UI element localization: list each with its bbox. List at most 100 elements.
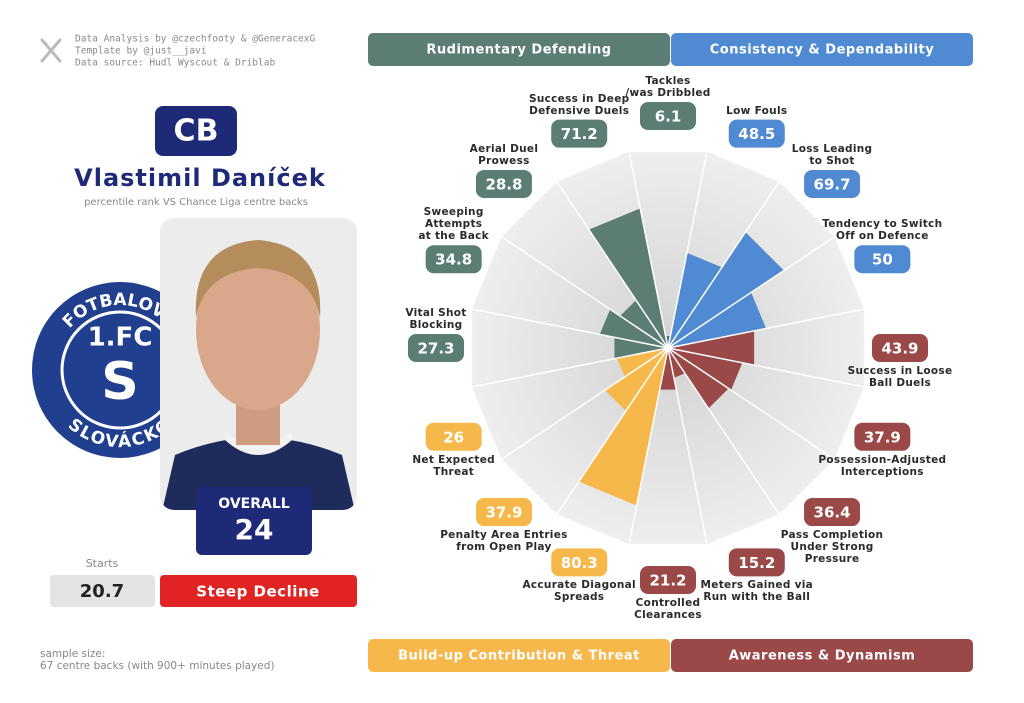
spoke [499, 235, 669, 349]
bar [668, 292, 767, 348]
spoke [667, 235, 837, 349]
credit: Data source: Hudl Wyscout & Driblab [75, 58, 275, 69]
spoke [667, 179, 781, 349]
value-label: 28.8 [485, 175, 522, 193]
metric-label: Low Fouls [726, 104, 788, 117]
bar [668, 348, 729, 409]
value-badge [854, 422, 911, 451]
metric-label: Aerial Duel Prowess [469, 142, 539, 167]
value-badge [728, 119, 785, 148]
metric-label: Net Expected Threat [412, 453, 495, 478]
bar [599, 309, 668, 348]
group-header [671, 33, 973, 66]
spoke [667, 347, 867, 389]
spoke [667, 347, 709, 547]
metric-label: Tackles /was Dribbled [625, 74, 711, 99]
metric-label: Penalty Area Entries from Open Play [440, 529, 568, 554]
group-header-label: Awareness & Dynamism [729, 649, 916, 664]
value-label: 37.9 [864, 428, 901, 446]
club-crest: FOTBALOVÝ SLOVÁCKO 1.FC S [32, 282, 208, 458]
bar [668, 348, 743, 391]
bar [604, 348, 668, 412]
value-label: 37.9 [485, 504, 522, 522]
subtitle: percentile rank VS Chance Liga centre ba… [84, 197, 308, 208]
value-badge [408, 334, 464, 362]
group-header-label: Build-up Contribution & Threat [398, 649, 640, 664]
overall-value: 24 [235, 513, 274, 546]
bar [616, 348, 668, 377]
metric-label: Controlled Clearances [634, 597, 702, 622]
value-badge [854, 245, 911, 274]
credit: Data Analysis by @czechfooty & @Generace… [75, 34, 315, 45]
starts-value: 20.7 [80, 581, 124, 602]
value-badge [551, 119, 608, 148]
metric-label: Accurate Diagonal Spreads [522, 579, 636, 604]
value-badge [551, 548, 608, 577]
bar [620, 300, 668, 348]
player-photo [160, 218, 357, 510]
group-header [368, 639, 670, 672]
spoke [555, 347, 669, 517]
spoke [555, 179, 669, 349]
group-header-label: Consistency & Dependability [710, 43, 934, 58]
starts-label: Starts [86, 557, 119, 570]
metric-label: Success in Deep Defensive Duels [528, 92, 630, 117]
metric-label: Vital Shot Blocking [405, 306, 467, 331]
value-label: 36.4 [814, 504, 851, 522]
trend-box [160, 575, 357, 607]
position-badge [155, 106, 237, 156]
spoke [499, 347, 669, 461]
value-badge [640, 566, 696, 594]
value-label: 43.9 [881, 340, 918, 358]
overall-box [196, 487, 312, 555]
value-badge [728, 548, 785, 577]
bar [659, 348, 677, 390]
bar [614, 337, 668, 359]
value-label: 50 [872, 251, 893, 269]
bar [588, 208, 668, 348]
spoke [667, 347, 837, 461]
bar [668, 330, 755, 366]
value-badge [804, 169, 861, 198]
metric-label: Sweeping Attempts at the Back [418, 206, 489, 243]
value-label: 80.3 [561, 554, 598, 572]
value-label: 26 [443, 428, 464, 446]
value-label: 27.3 [417, 340, 454, 358]
metric-label: Pass Completion Under Strong Pressure [780, 529, 884, 566]
value-badge [640, 102, 696, 130]
value-label: 48.5 [738, 125, 775, 143]
value-label: 69.7 [814, 175, 851, 193]
metric-label: Success in Loose Ball Duels [847, 365, 953, 390]
value-label: 6.1 [655, 108, 682, 126]
trend: Steep Decline [196, 583, 319, 601]
spoke [469, 347, 669, 389]
value-label: 15.2 [738, 554, 775, 572]
spoke [469, 307, 669, 349]
value-label: 21.2 [649, 572, 686, 590]
metric-label: Possession-Adjusted Interceptions [818, 453, 947, 478]
spoke [627, 149, 669, 349]
group-header [368, 33, 670, 66]
spoke [667, 149, 709, 349]
value-badge [872, 334, 928, 362]
bar [668, 232, 784, 348]
metric-label: Tendency to Switch Off on Defence [822, 218, 943, 243]
metric-label: Meters Gained via Run with the Ball [700, 579, 814, 604]
crest-text: 1.FC [88, 323, 153, 353]
value-badge [425, 422, 482, 451]
starts-box [50, 575, 155, 607]
spoke [667, 347, 781, 517]
value-badge [475, 169, 532, 198]
spoke [667, 307, 867, 349]
overall-label: OVERALL [218, 496, 289, 512]
x-logo [40, 38, 62, 63]
spoke [627, 347, 669, 547]
sample-size: 67 centre backs (with 900+ minutes playe… [40, 660, 275, 672]
player-name: Vlastimil Daníček [74, 164, 326, 192]
group-header [671, 639, 973, 672]
group-header-label: Rudimentary Defending [426, 43, 611, 58]
value-badge [804, 498, 861, 527]
bar [668, 252, 722, 348]
